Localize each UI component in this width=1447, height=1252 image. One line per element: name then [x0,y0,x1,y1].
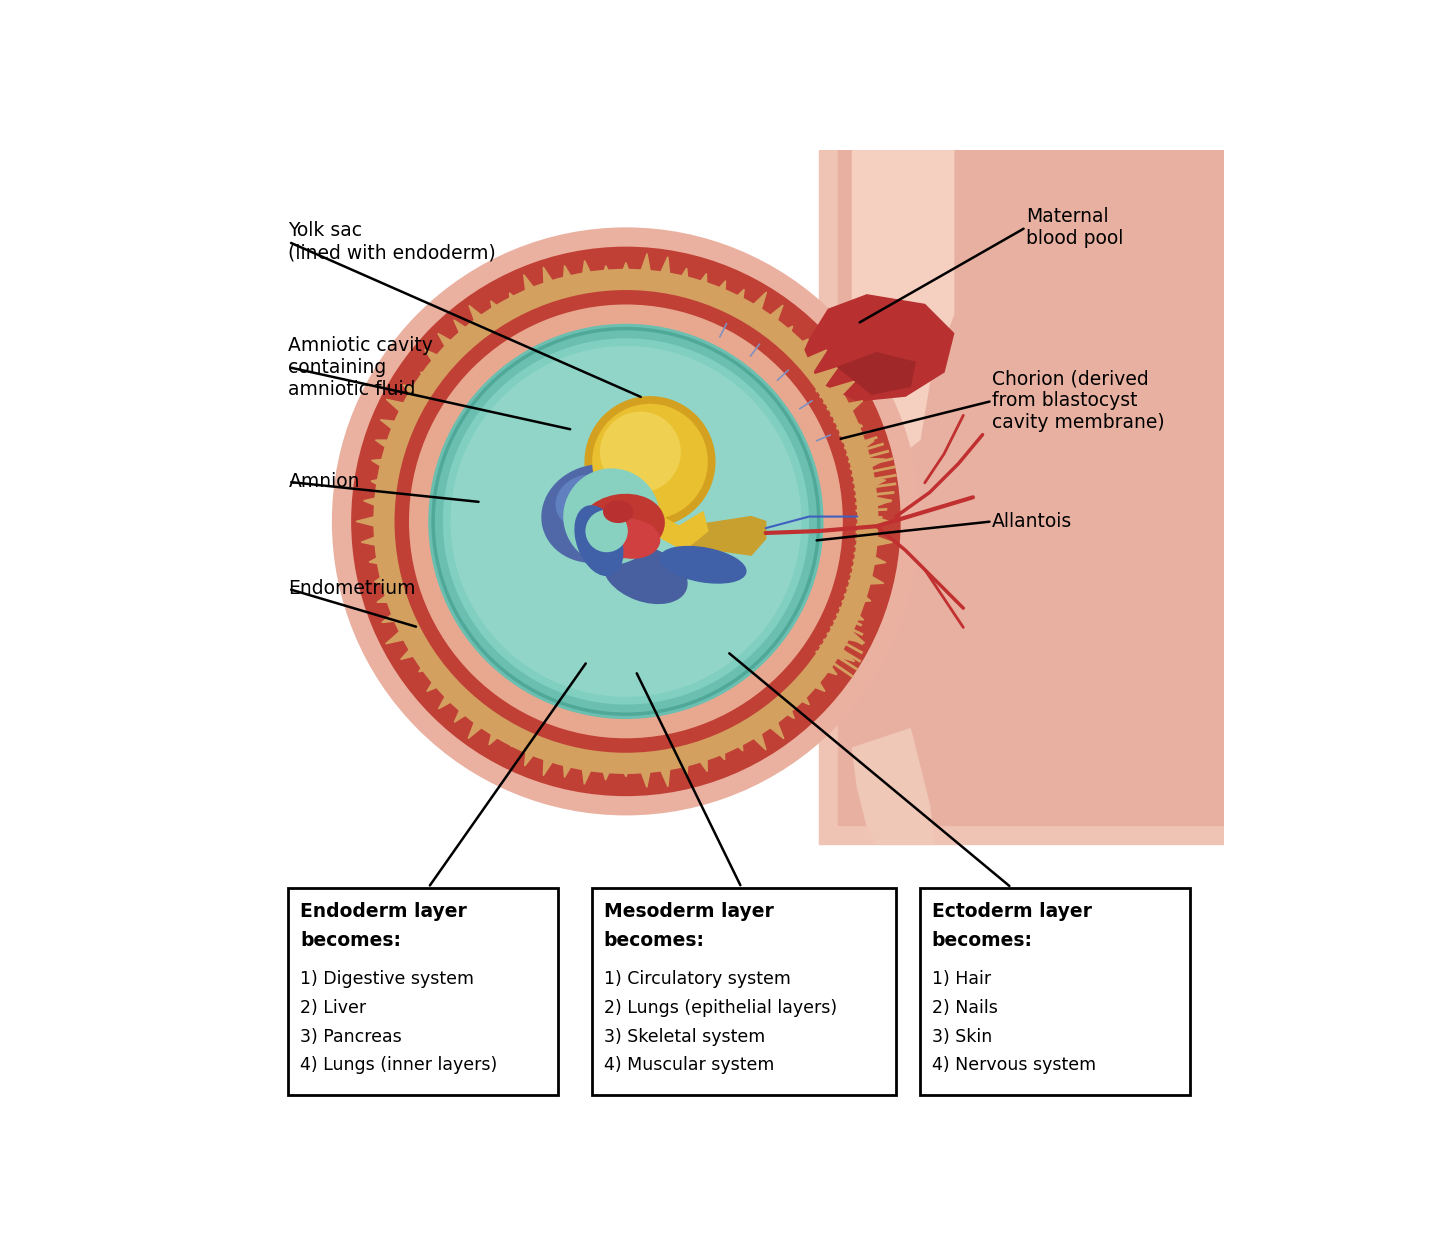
Circle shape [373,269,878,774]
Circle shape [592,404,708,520]
Text: becomes:: becomes: [300,931,401,950]
Text: 4) Lungs (inner layers): 4) Lungs (inner layers) [300,1057,498,1074]
Text: 3) Skeletal system: 3) Skeletal system [603,1028,765,1045]
Text: 4) Nervous system: 4) Nervous system [932,1057,1095,1074]
Text: 2) Lungs (epithelial layers): 2) Lungs (epithelial layers) [603,999,836,1017]
Circle shape [585,396,716,527]
FancyBboxPatch shape [592,888,896,1096]
Polygon shape [852,729,935,844]
Polygon shape [852,150,954,458]
Text: Yolk sac
(lined with endoderm): Yolk sac (lined with endoderm) [288,222,496,263]
Text: 2) Liver: 2) Liver [300,999,366,1017]
Circle shape [601,412,682,492]
Text: becomes:: becomes: [603,931,705,950]
Text: becomes:: becomes: [932,931,1033,950]
Text: Endoderm layer: Endoderm layer [300,903,467,921]
Ellipse shape [574,506,622,576]
Text: 3) Pancreas: 3) Pancreas [300,1028,402,1045]
Circle shape [443,338,809,705]
Circle shape [586,510,628,552]
Polygon shape [684,517,765,555]
Ellipse shape [556,476,618,530]
Text: 1) Circulatory system: 1) Circulatory system [603,970,790,988]
Circle shape [563,468,660,565]
Ellipse shape [577,495,664,558]
Text: 2) Nails: 2) Nails [932,999,997,1017]
Circle shape [395,290,857,752]
Text: 1) Hair: 1) Hair [932,970,991,988]
Polygon shape [356,254,893,788]
Polygon shape [631,510,708,551]
FancyBboxPatch shape [920,888,1189,1096]
Circle shape [352,247,900,796]
Circle shape [410,304,842,739]
Ellipse shape [603,501,632,522]
Circle shape [331,228,920,815]
Polygon shape [838,353,915,394]
Text: Amniotic cavity
containing
amniotic fluid: Amniotic cavity containing amniotic flui… [288,336,433,398]
Text: 3) Skin: 3) Skin [932,1028,991,1045]
Polygon shape [819,150,1224,844]
Text: Mesoderm layer: Mesoderm layer [603,903,774,921]
Ellipse shape [602,520,660,558]
Text: Amnion: Amnion [288,472,360,491]
Circle shape [428,324,823,719]
Text: Ectoderm layer: Ectoderm layer [932,903,1091,921]
Text: Chorion (derived
from blastocyst
cavity membrane): Chorion (derived from blastocyst cavity … [993,369,1165,432]
Ellipse shape [603,546,687,603]
Ellipse shape [543,464,653,562]
Text: 1) Digestive system: 1) Digestive system [300,970,475,988]
Text: 4) Muscular system: 4) Muscular system [603,1057,774,1074]
FancyBboxPatch shape [288,888,559,1096]
Text: Allantois: Allantois [993,512,1072,531]
Ellipse shape [660,547,745,583]
Polygon shape [838,150,1224,825]
Text: Maternal
blood pool: Maternal blood pool [1026,207,1123,248]
Polygon shape [805,295,954,401]
Text: Endometrium: Endometrium [288,580,415,598]
Circle shape [450,346,802,697]
